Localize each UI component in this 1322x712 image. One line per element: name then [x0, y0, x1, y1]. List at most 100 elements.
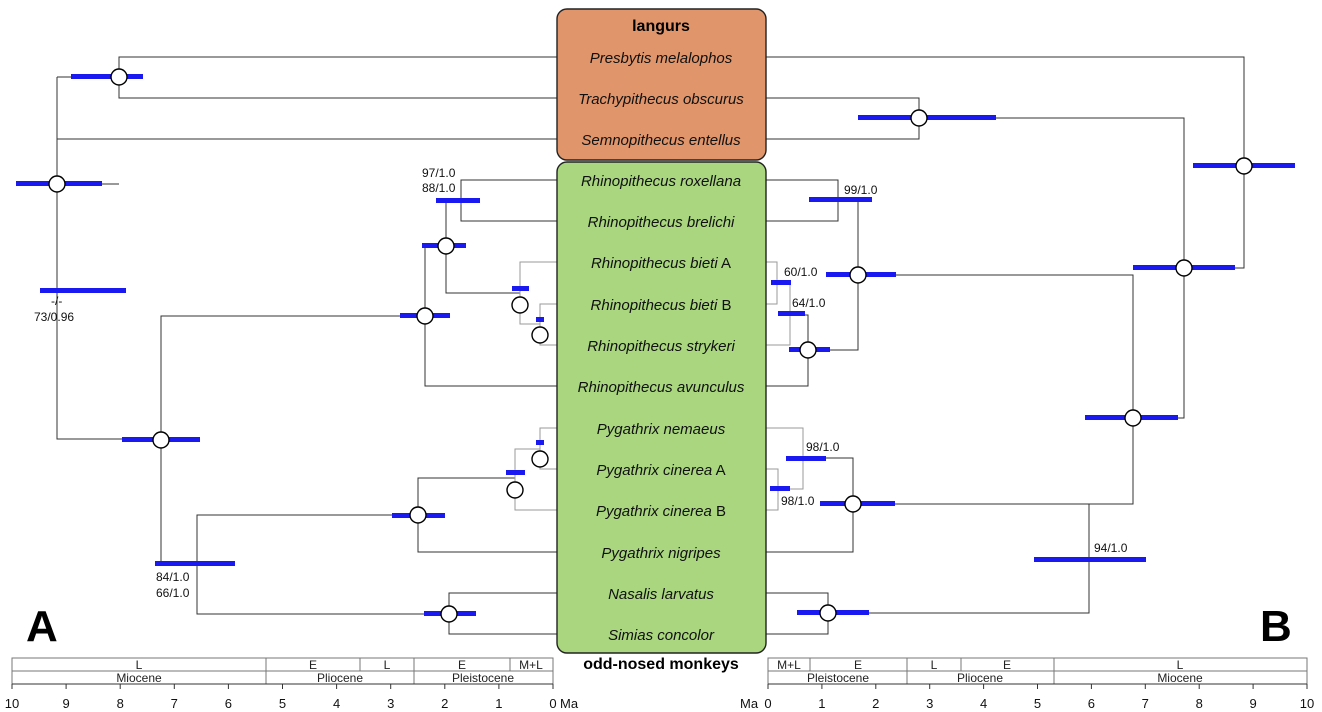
- support-label: -/-: [51, 294, 62, 308]
- node-marker: [1175, 259, 1193, 277]
- axis-ticks-a: 10 9 8 7 6 5 4 3 2 1 0: [5, 684, 557, 711]
- hpd-bar: [71, 74, 143, 79]
- axis-tick-label: 10: [1300, 696, 1314, 711]
- branch: [445, 246, 520, 294]
- hpd-bar: [1034, 557, 1146, 562]
- support-label: 94/1.0: [1094, 541, 1128, 555]
- axis-tick-label: 1: [818, 696, 825, 711]
- hpd-bar: [536, 317, 544, 322]
- taxon-label: Nasalis larvatus: [608, 586, 714, 603]
- support-label: 64/1.0: [792, 296, 826, 310]
- support-label: 98/1.0: [806, 440, 840, 454]
- taxon-label: Rhinopithecus bieti A: [591, 255, 731, 272]
- axis-tick-label: 10: [5, 696, 19, 711]
- stage-label: L: [1177, 658, 1184, 672]
- support-label: 98/1.0: [781, 494, 815, 508]
- tree-b-branches: [766, 56, 1245, 635]
- node-markers: [48, 68, 1253, 623]
- stratigraphy-b: M+L E L E L Pleistocene Pliocene Miocene: [767, 657, 1308, 685]
- hpd-bar: [40, 288, 126, 293]
- branch: [196, 563, 449, 615]
- epoch-label: Pleistocene: [807, 671, 869, 685]
- node-marker: [511, 296, 529, 314]
- taxon-label: Rhinopithecus avunculus: [578, 379, 745, 396]
- hpd-bar: [809, 197, 872, 202]
- support-label: 84/1.0: [156, 570, 190, 584]
- hpd-bar: [155, 561, 235, 566]
- axis-tick-label: 4: [333, 696, 340, 711]
- node-marker: [110, 68, 128, 86]
- branch: [766, 315, 791, 346]
- support-label: 73/0.96: [34, 310, 74, 324]
- axis-tick-label: 0: [764, 696, 771, 711]
- node-marker: [844, 495, 862, 513]
- node-marker: [506, 481, 524, 499]
- axis-tick-label: 9: [62, 696, 69, 711]
- node-marker: [1124, 409, 1142, 427]
- branch: [778, 458, 804, 490]
- node-marker: [819, 604, 837, 622]
- epoch-label: Pleistocene: [452, 671, 514, 685]
- taxon-label: Rhinopithecus strykeri: [587, 338, 735, 355]
- branch: [1133, 268, 1185, 419]
- stage-label: E: [458, 658, 466, 672]
- axis-tick-label: 5: [1034, 696, 1041, 711]
- branch: [858, 274, 1134, 418]
- stage-label: E: [309, 658, 317, 672]
- branch: [519, 261, 557, 293]
- node-marker: [910, 109, 928, 127]
- support-label: 60/1.0: [784, 265, 818, 279]
- axis-ticks-b: 0 1 2 3 4 5 6 7 8 9 10: [764, 684, 1314, 711]
- stage-label: L: [136, 658, 143, 672]
- hpd-bar: [436, 198, 480, 203]
- node-marker: [1235, 157, 1253, 175]
- branch: [766, 200, 839, 222]
- hpd-bar: [770, 486, 790, 491]
- branch: [417, 477, 515, 515]
- support-label: 99/1.0: [844, 183, 878, 197]
- support-label: 66/1.0: [156, 586, 190, 600]
- branch: [460, 201, 557, 222]
- support-label: 88/1.0: [422, 181, 456, 195]
- support-labels-a: 97/1.0 88/1.0 -/- 73/0.96 84/1.0 66/1.0: [34, 166, 456, 600]
- epoch-label: Pliocene: [317, 671, 363, 685]
- taxon-label: Rhinopithecus brelichi: [588, 214, 735, 231]
- branch: [808, 275, 859, 351]
- hpd-bar: [536, 440, 544, 445]
- axis-tick-label: 4: [980, 696, 987, 711]
- branch: [448, 614, 557, 635]
- stage-label: M+L: [519, 658, 543, 672]
- langurs-group-title: langurs: [632, 18, 690, 35]
- taxon-label: Pygathrix cinerea A: [596, 462, 725, 479]
- axis-tick-label: 8: [1196, 696, 1203, 711]
- node-marker: [849, 266, 867, 284]
- taxon-label: Pygathrix nemaeus: [597, 421, 726, 438]
- branch: [1088, 503, 1133, 560]
- branch: [766, 179, 839, 200]
- panel-label-b: B: [1260, 602, 1292, 651]
- hpd-bar: [778, 311, 805, 316]
- node-marker: [152, 431, 170, 449]
- branch: [1184, 166, 1245, 269]
- branch: [424, 316, 557, 387]
- hpd-bar: [786, 456, 826, 461]
- axis-tick-label: 3: [926, 696, 933, 711]
- taxon-label: Pygathrix nigripes: [601, 545, 721, 562]
- branch: [766, 427, 804, 458]
- branch: [766, 489, 779, 511]
- branch: [118, 77, 557, 99]
- axis-unit-b: Ma: [740, 696, 759, 711]
- stage-label: L: [931, 658, 938, 672]
- node-marker: [799, 341, 817, 359]
- branch: [766, 283, 778, 305]
- taxa-labels: Presbytis melalophos Trachypithecus obsc…: [578, 50, 745, 644]
- branch: [766, 350, 809, 387]
- axis-unit-a: Ma: [560, 696, 579, 711]
- taxon-label: Semnopithecus entellus: [581, 132, 741, 149]
- branch: [448, 592, 557, 614]
- axis-tick-label: 8: [117, 696, 124, 711]
- stage-label: E: [1003, 658, 1011, 672]
- langurs-group-box: [556, 8, 767, 161]
- taxon-label: Simias concolor: [608, 627, 715, 644]
- branch: [766, 504, 854, 553]
